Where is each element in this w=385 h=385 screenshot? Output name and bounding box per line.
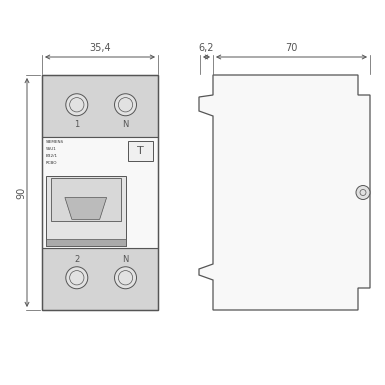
Text: SIEMENS: SIEMENS [46, 140, 64, 144]
Text: 90: 90 [16, 186, 26, 199]
Text: 6,2: 6,2 [199, 43, 214, 53]
Text: B32/1: B32/1 [46, 154, 58, 158]
Polygon shape [199, 75, 370, 310]
Text: 5SU1: 5SU1 [46, 147, 57, 151]
Text: N: N [122, 255, 129, 264]
Bar [42, 137, 158, 248]
Text: 35,4: 35,4 [89, 43, 111, 53]
Text: T: T [137, 146, 144, 156]
Bar [42, 248, 158, 310]
Bar [46, 176, 126, 246]
Circle shape [66, 94, 88, 116]
Circle shape [114, 94, 137, 116]
Text: 2: 2 [74, 255, 79, 264]
Bar [128, 141, 153, 161]
Text: 1: 1 [74, 120, 79, 129]
Polygon shape [65, 198, 107, 219]
Bar [46, 239, 126, 246]
Circle shape [356, 186, 370, 199]
Bar [51, 178, 121, 221]
Text: RCBO: RCBO [46, 161, 57, 165]
Text: N: N [122, 120, 129, 129]
Text: 70: 70 [285, 43, 298, 53]
Circle shape [114, 267, 137, 289]
Bar [71, 198, 87, 206]
Bar [42, 75, 158, 310]
Circle shape [66, 267, 88, 289]
Bar [42, 75, 158, 137]
